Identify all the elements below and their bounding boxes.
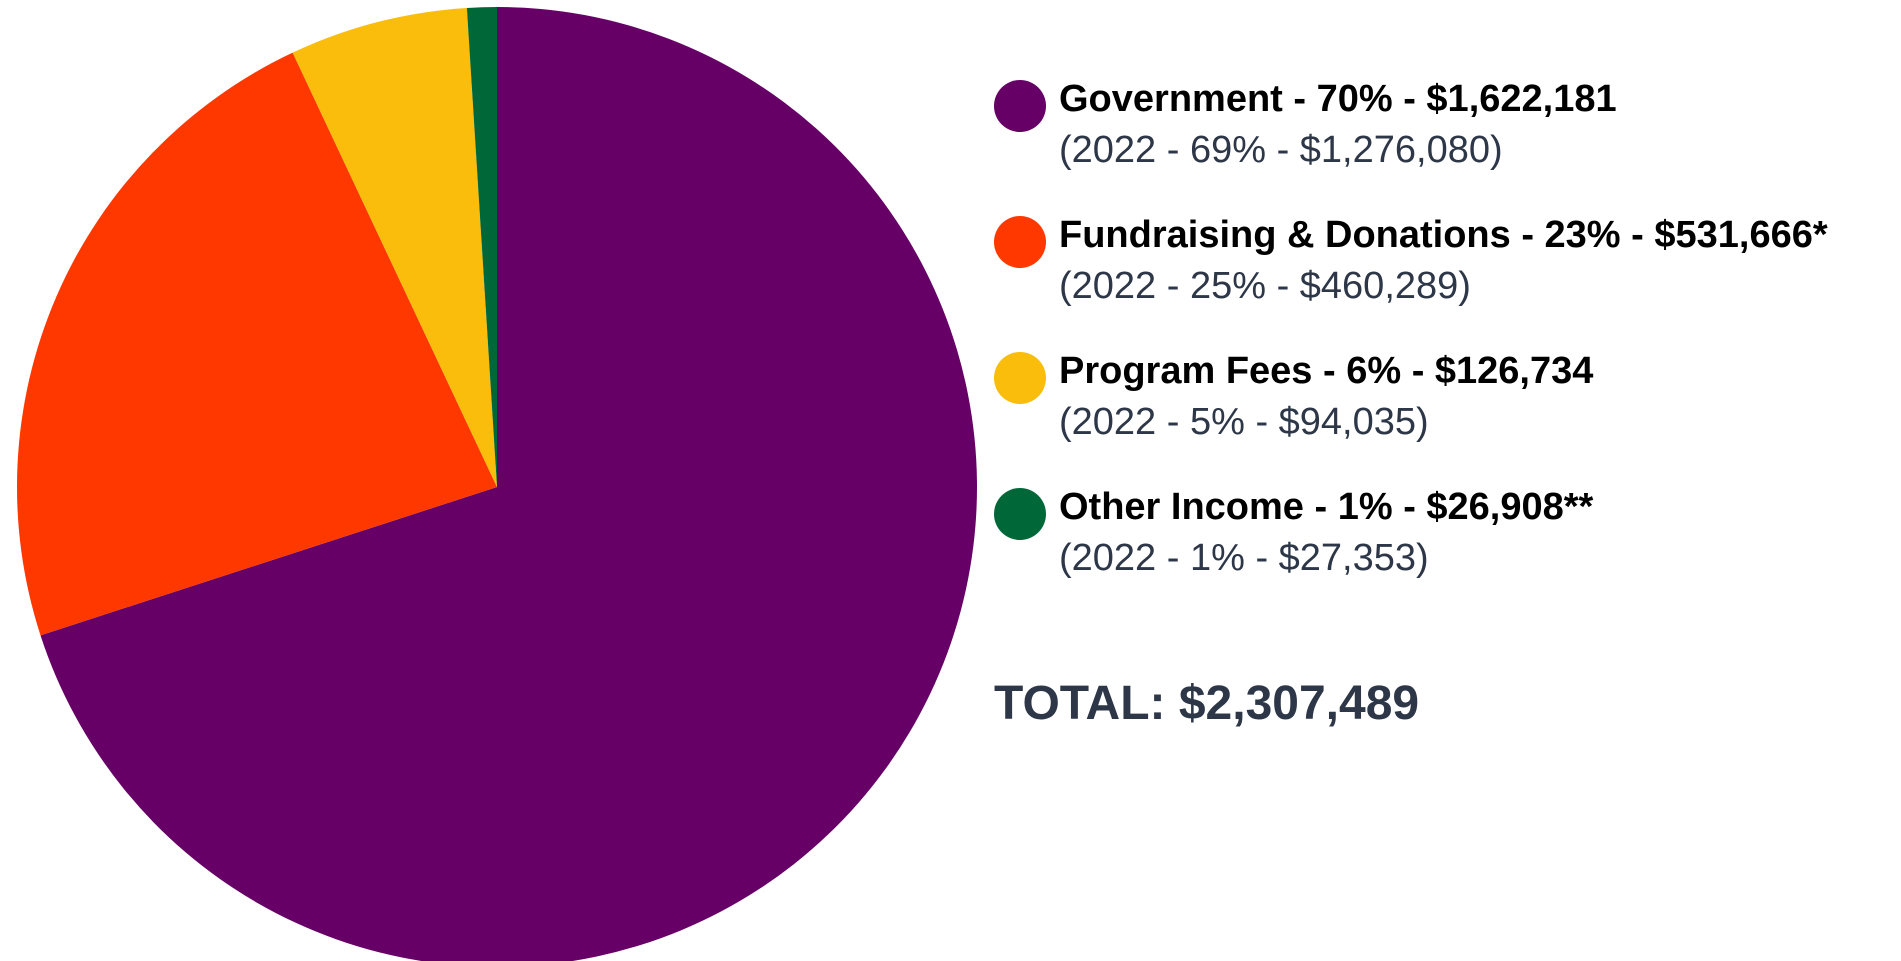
legend-label-fundraising: Fundraising & Donations - 23% - $531,666… [1059, 214, 1828, 256]
legend-prev-fundraising: (2022 - 25% - $460,289) [1059, 265, 1471, 307]
legend-label-government: Government - 70% - $1,622,181 [1059, 78, 1617, 120]
legend-label-program-fees: Program Fees - 6% - $126,734 [1059, 350, 1594, 392]
pie-slice-program-fees [292, 7, 497, 487]
legend-label-other-income: Other Income - 1% - $26,908** [1059, 486, 1594, 528]
legend-item-fundraising: Fundraising & Donations - 23% - $531,666… [994, 212, 1894, 348]
legend-dot-government [994, 80, 1046, 132]
pie-slice-fundraising [16, 52, 497, 636]
legend-prev-government: (2022 - 69% - $1,276,080) [1059, 129, 1503, 171]
legend-dot-program-fees [994, 352, 1046, 404]
legend-item-other-income: Other Income - 1% - $26,908** (2022 - 1%… [994, 484, 1894, 620]
pie-slice-other-income [466, 7, 497, 487]
legend-prev-program-fees: (2022 - 5% - $94,035) [1059, 401, 1429, 443]
pie-chart [16, 7, 977, 961]
legend-item-program-fees: Program Fees - 6% - $126,734 (2022 - 5% … [994, 348, 1894, 484]
legend-dot-other-income [994, 488, 1046, 540]
legend-item-government: Government - 70% - $1,622,181 (2022 - 69… [994, 76, 1894, 212]
pie-slice-government [40, 7, 977, 961]
total-amount: TOTAL: $2,307,489 [994, 677, 1420, 730]
legend-prev-other-income: (2022 - 1% - $27,353) [1059, 537, 1429, 579]
legend: Government - 70% - $1,622,181 (2022 - 69… [994, 76, 1894, 620]
legend-dot-fundraising [994, 216, 1046, 268]
